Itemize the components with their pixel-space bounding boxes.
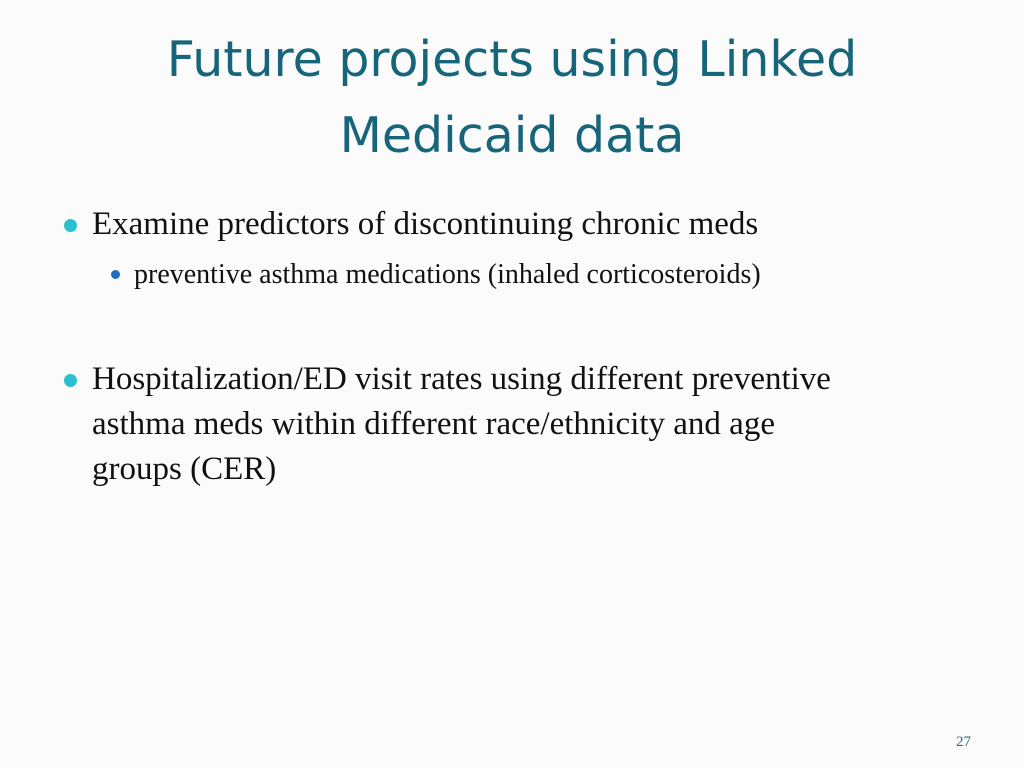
slide-title: Future projects using Linked Medicaid da…: [166, 31, 858, 164]
bullet-item: Examine predictors of discontinuing chro…: [92, 206, 759, 242]
sub-bullet-icon: [111, 270, 120, 279]
sub-bullet-item: preventive asthma medications (inhaled c…: [134, 259, 761, 290]
bullet-icon: [64, 219, 77, 232]
bullet-icon: [64, 374, 77, 387]
page-number: 27: [956, 734, 971, 750]
bullet-item: Hospitalization/ED visit rates using dif…: [92, 361, 831, 487]
